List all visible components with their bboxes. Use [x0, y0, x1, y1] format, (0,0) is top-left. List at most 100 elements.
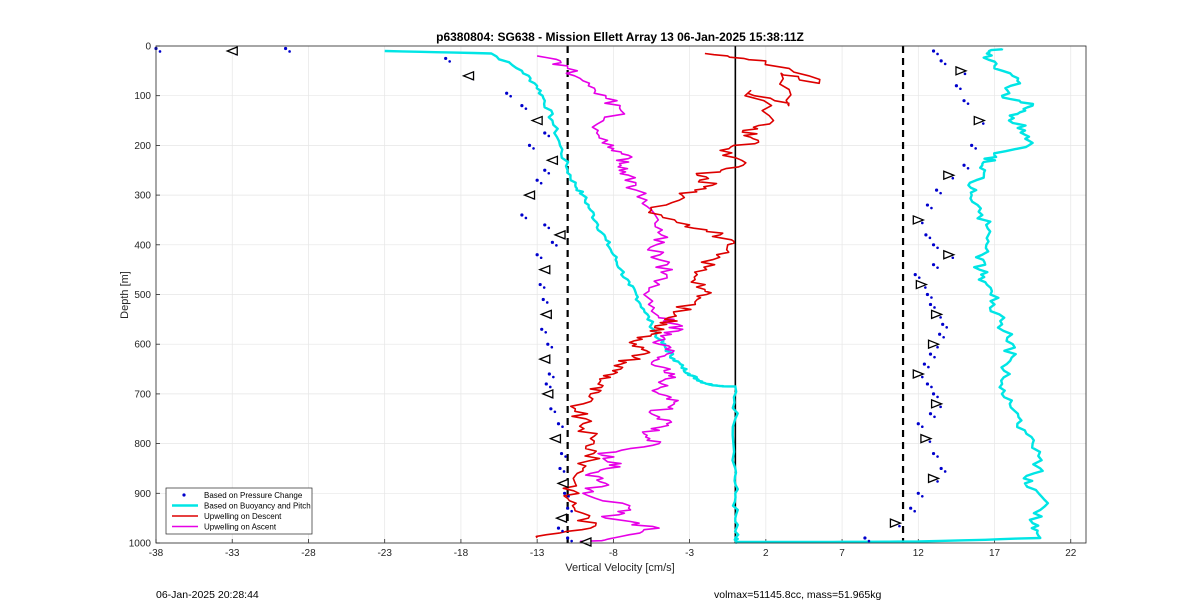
- legend-entry: Upwelling on Ascent: [204, 523, 277, 532]
- x-axis-label: Vertical Velocity [cm/s]: [565, 562, 674, 574]
- pressure-ascent-point: [943, 470, 947, 473]
- pressure-triangle-marker: [539, 309, 552, 320]
- pressure-descent-point: [550, 240, 554, 244]
- pressure-ascent-point: [954, 84, 959, 88]
- pressure-ascent-point: [951, 176, 955, 180]
- pressure-descent-point: [535, 253, 539, 257]
- x-tick-label: -13: [530, 548, 545, 559]
- pressure-triangle-marker: [556, 478, 569, 489]
- pressure-descent-point: [546, 342, 550, 346]
- pressure-descent-point: [549, 407, 553, 411]
- pressure-ascent-point: [938, 332, 942, 336]
- pressure-descent-point: [559, 451, 564, 456]
- pressure-ascent-point: [931, 392, 936, 396]
- pressure-ascent-point: [974, 147, 977, 150]
- pressure-ascent-point: [936, 246, 939, 250]
- pressure-ascent-point: [898, 524, 901, 528]
- pressure-descent-point: [444, 56, 448, 61]
- pressure-ascent-point: [917, 276, 921, 279]
- x-tick-label: 2: [763, 548, 769, 559]
- x-tick-label: -18: [454, 548, 469, 559]
- pressure-ascent-point: [966, 102, 970, 105]
- pressure-ascent-point: [933, 355, 936, 359]
- pressure-ascent-point: [931, 451, 936, 456]
- pressure-descent-point: [556, 526, 561, 530]
- pressure-triangle-marker: [927, 473, 941, 484]
- pressure-descent-point: [547, 134, 551, 138]
- pressure-descent-point: [520, 104, 524, 108]
- upwelling-ascent-line: [536, 55, 684, 543]
- chart-title: p6380804: SG638 - Mission Ellett Array 1…: [436, 30, 804, 44]
- y-tick-label: 900: [134, 489, 151, 500]
- pressure-ascent-point: [939, 466, 943, 471]
- pressure-ascent-point: [933, 306, 936, 309]
- pressure-triangle-marker: [554, 513, 568, 524]
- pressure-ascent-point: [970, 143, 974, 147]
- pressure-ascent-point: [922, 362, 926, 366]
- y-tick-label: 400: [134, 240, 151, 251]
- pressure-descent-point: [550, 345, 554, 349]
- x-tick-label: -23: [377, 548, 392, 559]
- pressure-ascent-point: [924, 233, 928, 237]
- pressure-ascent-point: [916, 422, 920, 426]
- pressure-triangle-marker: [927, 339, 941, 350]
- pressure-descent-point: [543, 223, 547, 227]
- pressure-triangle-marker: [955, 65, 968, 76]
- pressure-descent-point: [542, 286, 546, 289]
- pressure-descent-point: [509, 94, 512, 98]
- pressure-ascent-point: [928, 352, 933, 356]
- pressure-ascent-point: [939, 59, 943, 63]
- pressure-ascent-point: [867, 539, 871, 543]
- pressure-ascent-point: [945, 326, 948, 329]
- pressure-ascent-point: [909, 506, 913, 510]
- pressure-ascent-point: [934, 188, 939, 192]
- pressure-descent-point: [540, 327, 544, 331]
- legend-entry: Based on Pressure Change: [204, 491, 303, 500]
- pressure-descent-point: [545, 301, 549, 304]
- pressure-ascent-point: [863, 536, 867, 540]
- pressure-descent-point: [527, 143, 532, 147]
- pressure-descent-point: [535, 178, 539, 182]
- pressure-descent-point: [541, 297, 545, 302]
- pressure-ascent-point: [928, 440, 932, 443]
- pressure-descent-point: [561, 425, 564, 429]
- x-tick-label: 12: [913, 548, 925, 559]
- pressure-ascent-point: [981, 122, 985, 125]
- pressure-ascent-point: [925, 382, 930, 386]
- legend-box: [165, 487, 313, 535]
- pressure-ascent-point: [936, 345, 939, 349]
- y-tick-label: 200: [134, 141, 151, 152]
- pressure-triangle-marker: [553, 229, 566, 240]
- legend-entry: Upwelling on Descent: [204, 512, 282, 521]
- pressure-ascent-point: [930, 385, 933, 389]
- x-tick-label: -8: [609, 548, 618, 559]
- pressure-ascent-point: [939, 405, 942, 409]
- pressure-ascent-point: [920, 495, 924, 498]
- pressure-descent-point: [570, 509, 573, 513]
- pressure-descent-point: [520, 213, 524, 217]
- legend: Based on Pressure Change Based on Buoyanc…: [165, 487, 313, 535]
- pressure-descent-point: [524, 107, 528, 110]
- pressure-triangle-marker: [548, 433, 562, 444]
- pressure-ascent-point: [920, 375, 924, 379]
- x-tick-label: -38: [149, 548, 164, 559]
- pressure-ascent-point: [943, 62, 947, 66]
- pressure-ascent-point: [962, 163, 966, 167]
- pressure-ascent-point: [936, 52, 939, 56]
- y-tick-label: 0: [145, 42, 151, 53]
- pressure-ascent-point: [966, 166, 970, 170]
- pressure-descent-point: [158, 50, 162, 53]
- pressure-ascent-point: [924, 286, 927, 289]
- pressure-ascent-point: [928, 412, 933, 416]
- pressure-triangle-marker: [225, 46, 238, 56]
- footer-summary: volmax=51145.8cc, mass=51.965kg: [714, 589, 882, 601]
- pressure-triangle-marker: [912, 369, 926, 379]
- pressure-ascent-point: [928, 236, 932, 240]
- pressure-triangle-marker: [538, 264, 551, 275]
- pressure-descent-point: [566, 506, 570, 510]
- pressure-ascent-point: [962, 99, 966, 103]
- pressure-triangle-marker: [912, 214, 926, 225]
- pressure-descent-point: [448, 60, 451, 63]
- pressure-triangle-marker: [930, 398, 944, 409]
